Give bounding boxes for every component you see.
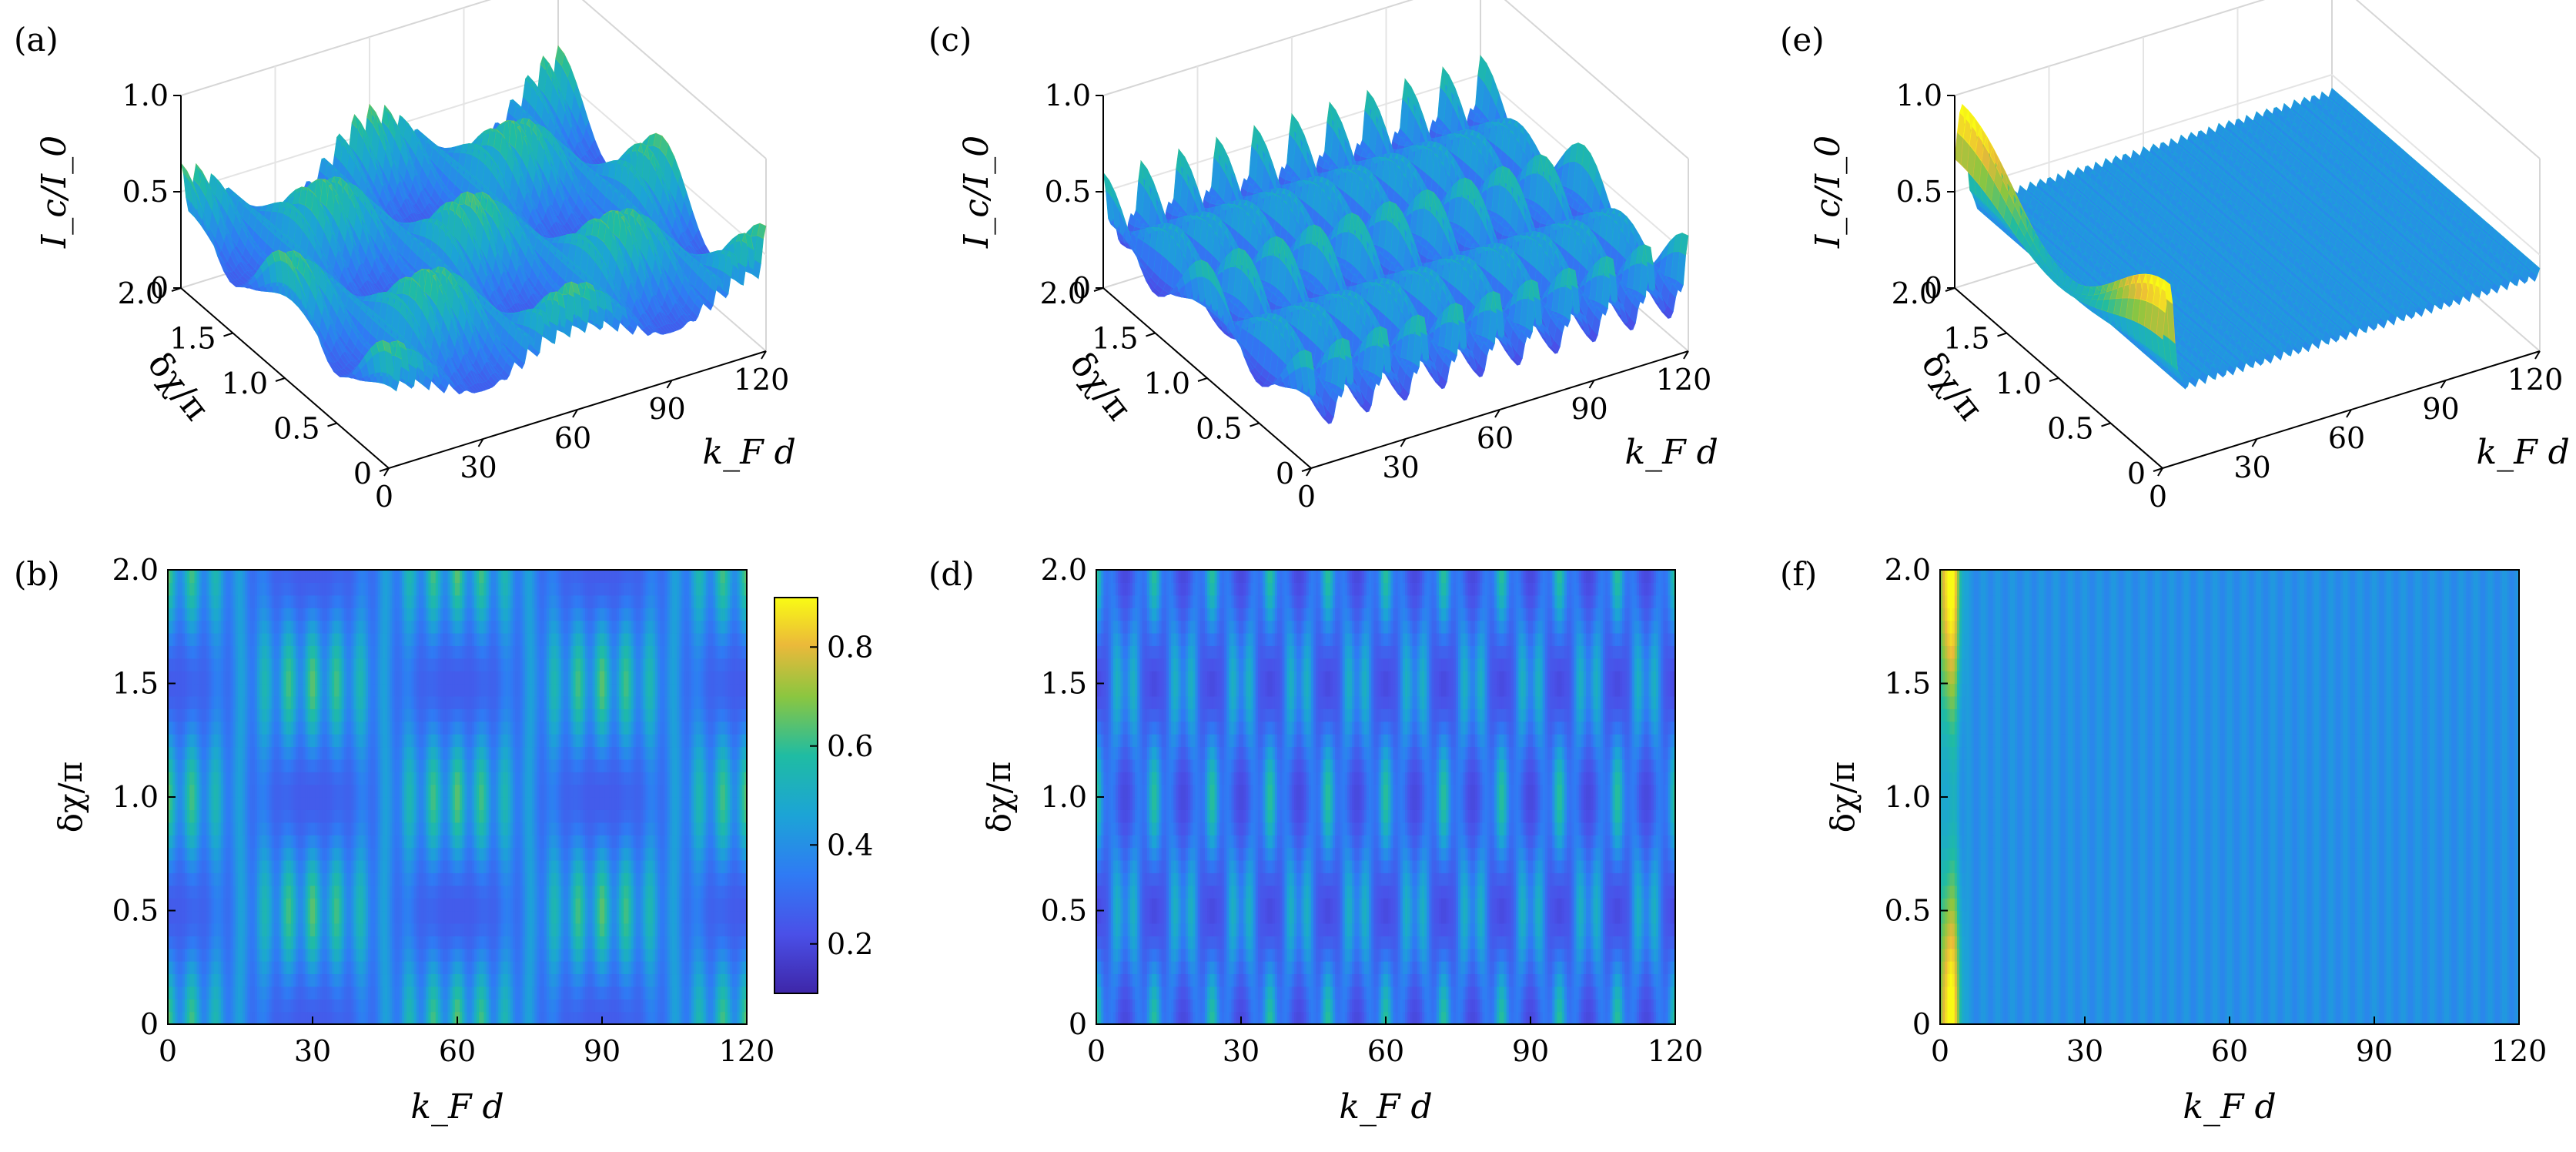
panel-label-b: (b): [14, 555, 60, 593]
panel-label-f: (f): [1780, 555, 1817, 593]
panel-label-d: (d): [928, 555, 975, 593]
box-edge: [581, 0, 767, 159]
panel-label-a: (a): [14, 21, 59, 59]
panel-label-e: (e): [1780, 21, 1825, 59]
panel-label-c: (c): [928, 21, 972, 59]
